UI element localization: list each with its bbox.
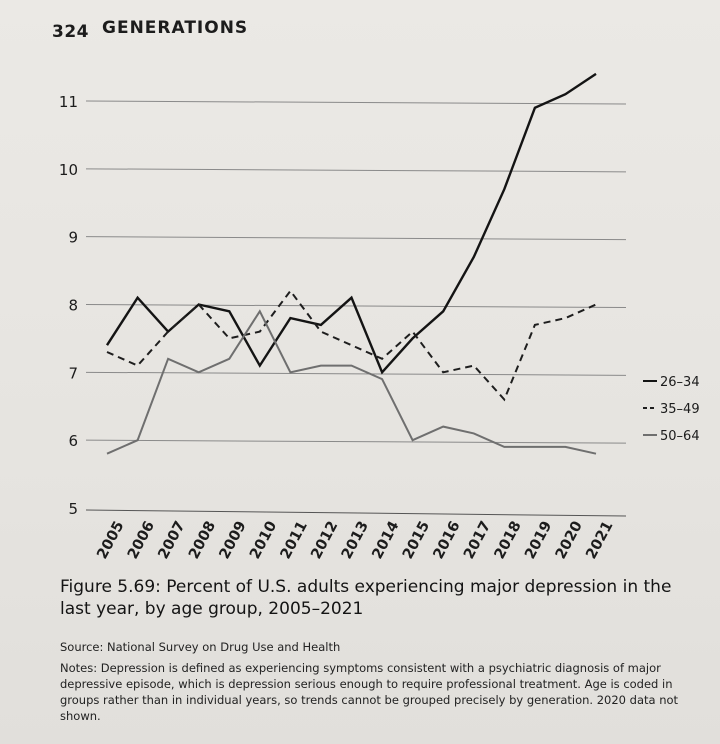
line-chart: 5678910112005200620072008200920102011201… <box>59 72 700 562</box>
y-tick-label: 8 <box>68 297 78 315</box>
x-tick-label: 2015 <box>400 519 433 562</box>
x-tick-label: 2008 <box>186 519 219 562</box>
x-tick-label: 2006 <box>125 519 158 562</box>
series-line-3 <box>106 309 597 455</box>
x-tick-label: 2016 <box>431 519 464 562</box>
x-tick-label: 2018 <box>492 519 525 562</box>
legend-label: 35–49 <box>660 402 700 417</box>
gridline <box>85 371 627 376</box>
y-tick-label: 11 <box>59 93 78 111</box>
figure-caption: Figure 5.69: Percent of U.S. adults expe… <box>60 577 672 619</box>
y-tick-label: 7 <box>68 364 78 382</box>
x-tick-label: 2011 <box>278 519 311 562</box>
figure-notes: Notes: Depression is defined as experien… <box>60 661 679 723</box>
figure-source: Source: National Survey on Drug Use and … <box>60 640 341 654</box>
legend-label: 50–64 <box>660 429 700 444</box>
x-tick-label: 2009 <box>217 519 250 562</box>
x-tick-label: 2013 <box>339 519 372 562</box>
legend: 26–34 35–49 50–64 <box>643 375 700 444</box>
gridline <box>85 236 627 241</box>
legend-label: 26–34 <box>660 375 700 390</box>
gridline <box>85 168 627 173</box>
gridline <box>85 100 627 105</box>
y-tick-label: 9 <box>68 229 78 247</box>
x-tick-label: 2012 <box>308 519 341 562</box>
x-tick-label: 2010 <box>247 519 280 562</box>
gridlines <box>85 100 627 444</box>
gridline <box>85 439 627 444</box>
y-tick-label: 5 <box>68 500 78 518</box>
x-tick-label: 2007 <box>156 519 189 562</box>
x-tick-label: 2017 <box>461 519 494 562</box>
running-head: GENERATIONS <box>102 18 249 38</box>
y-tick-label: 6 <box>68 432 78 450</box>
page-number: 324 <box>52 22 89 42</box>
x-tick-label: 2020 <box>553 519 586 562</box>
x-tick-label: 2019 <box>522 519 555 562</box>
y-tick-label: 10 <box>59 161 78 179</box>
series-line-1 <box>105 72 597 375</box>
x-tick-label: 2021 <box>583 519 616 562</box>
x-tick-label: 2005 <box>94 519 127 562</box>
x-axis-line <box>85 509 627 517</box>
x-tick-label: 2014 <box>369 519 402 562</box>
